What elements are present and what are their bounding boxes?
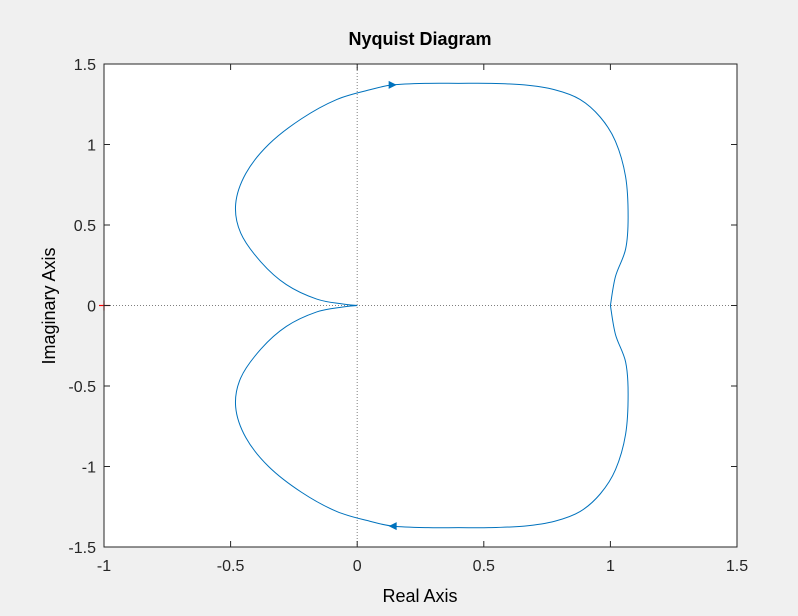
x-tick-label: 0	[353, 558, 362, 575]
x-tick-label: 1	[606, 558, 615, 575]
y-tick-labels: 1.5 1 0.5 0 -0.5 -1 -1.5	[68, 57, 96, 557]
y-tick-label: -1.5	[68, 540, 96, 557]
y-tick-label: -0.5	[68, 379, 96, 396]
plot-area	[104, 64, 737, 547]
y-tick-label: 0	[87, 299, 96, 316]
x-tick-label: 0.5	[473, 558, 495, 575]
y-tick-label: 1	[87, 138, 96, 155]
nyquist-curve-positive	[234, 82, 629, 306]
x-tick-labels: -1 -0.5 0 0.5 1 1.5	[97, 558, 748, 575]
y-tick-label: -1	[82, 460, 96, 477]
x-tick-label: -1	[97, 558, 111, 575]
zero-lines	[104, 64, 737, 547]
chart-title: Nyquist Diagram	[348, 29, 491, 49]
y-axis-label: Imaginary Axis	[39, 247, 59, 364]
x-tick-label: -0.5	[217, 558, 245, 575]
nyquist-curves	[234, 82, 629, 529]
y-tick-label: 1.5	[74, 57, 96, 74]
x-axis-label: Real Axis	[382, 586, 457, 606]
y-tick-label: 0.5	[74, 218, 96, 235]
nyquist-curve-negative	[234, 305, 629, 529]
direction-arrow-2	[388, 522, 397, 531]
direction-arrow-1	[388, 80, 397, 89]
axis-ticks	[103, 63, 738, 548]
x-tick-label: 1.5	[726, 558, 748, 575]
direction-arrows	[388, 80, 397, 531]
